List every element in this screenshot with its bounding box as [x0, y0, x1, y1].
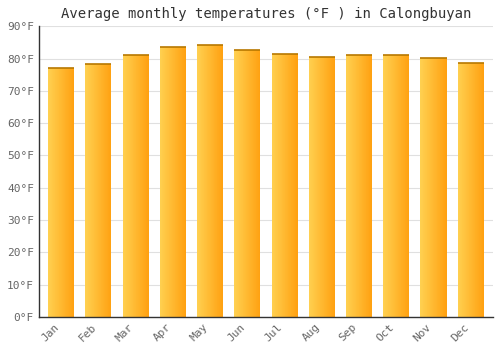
Title: Average monthly temperatures (°F ) in Calongbuyan: Average monthly temperatures (°F ) in Ca…: [60, 7, 471, 21]
